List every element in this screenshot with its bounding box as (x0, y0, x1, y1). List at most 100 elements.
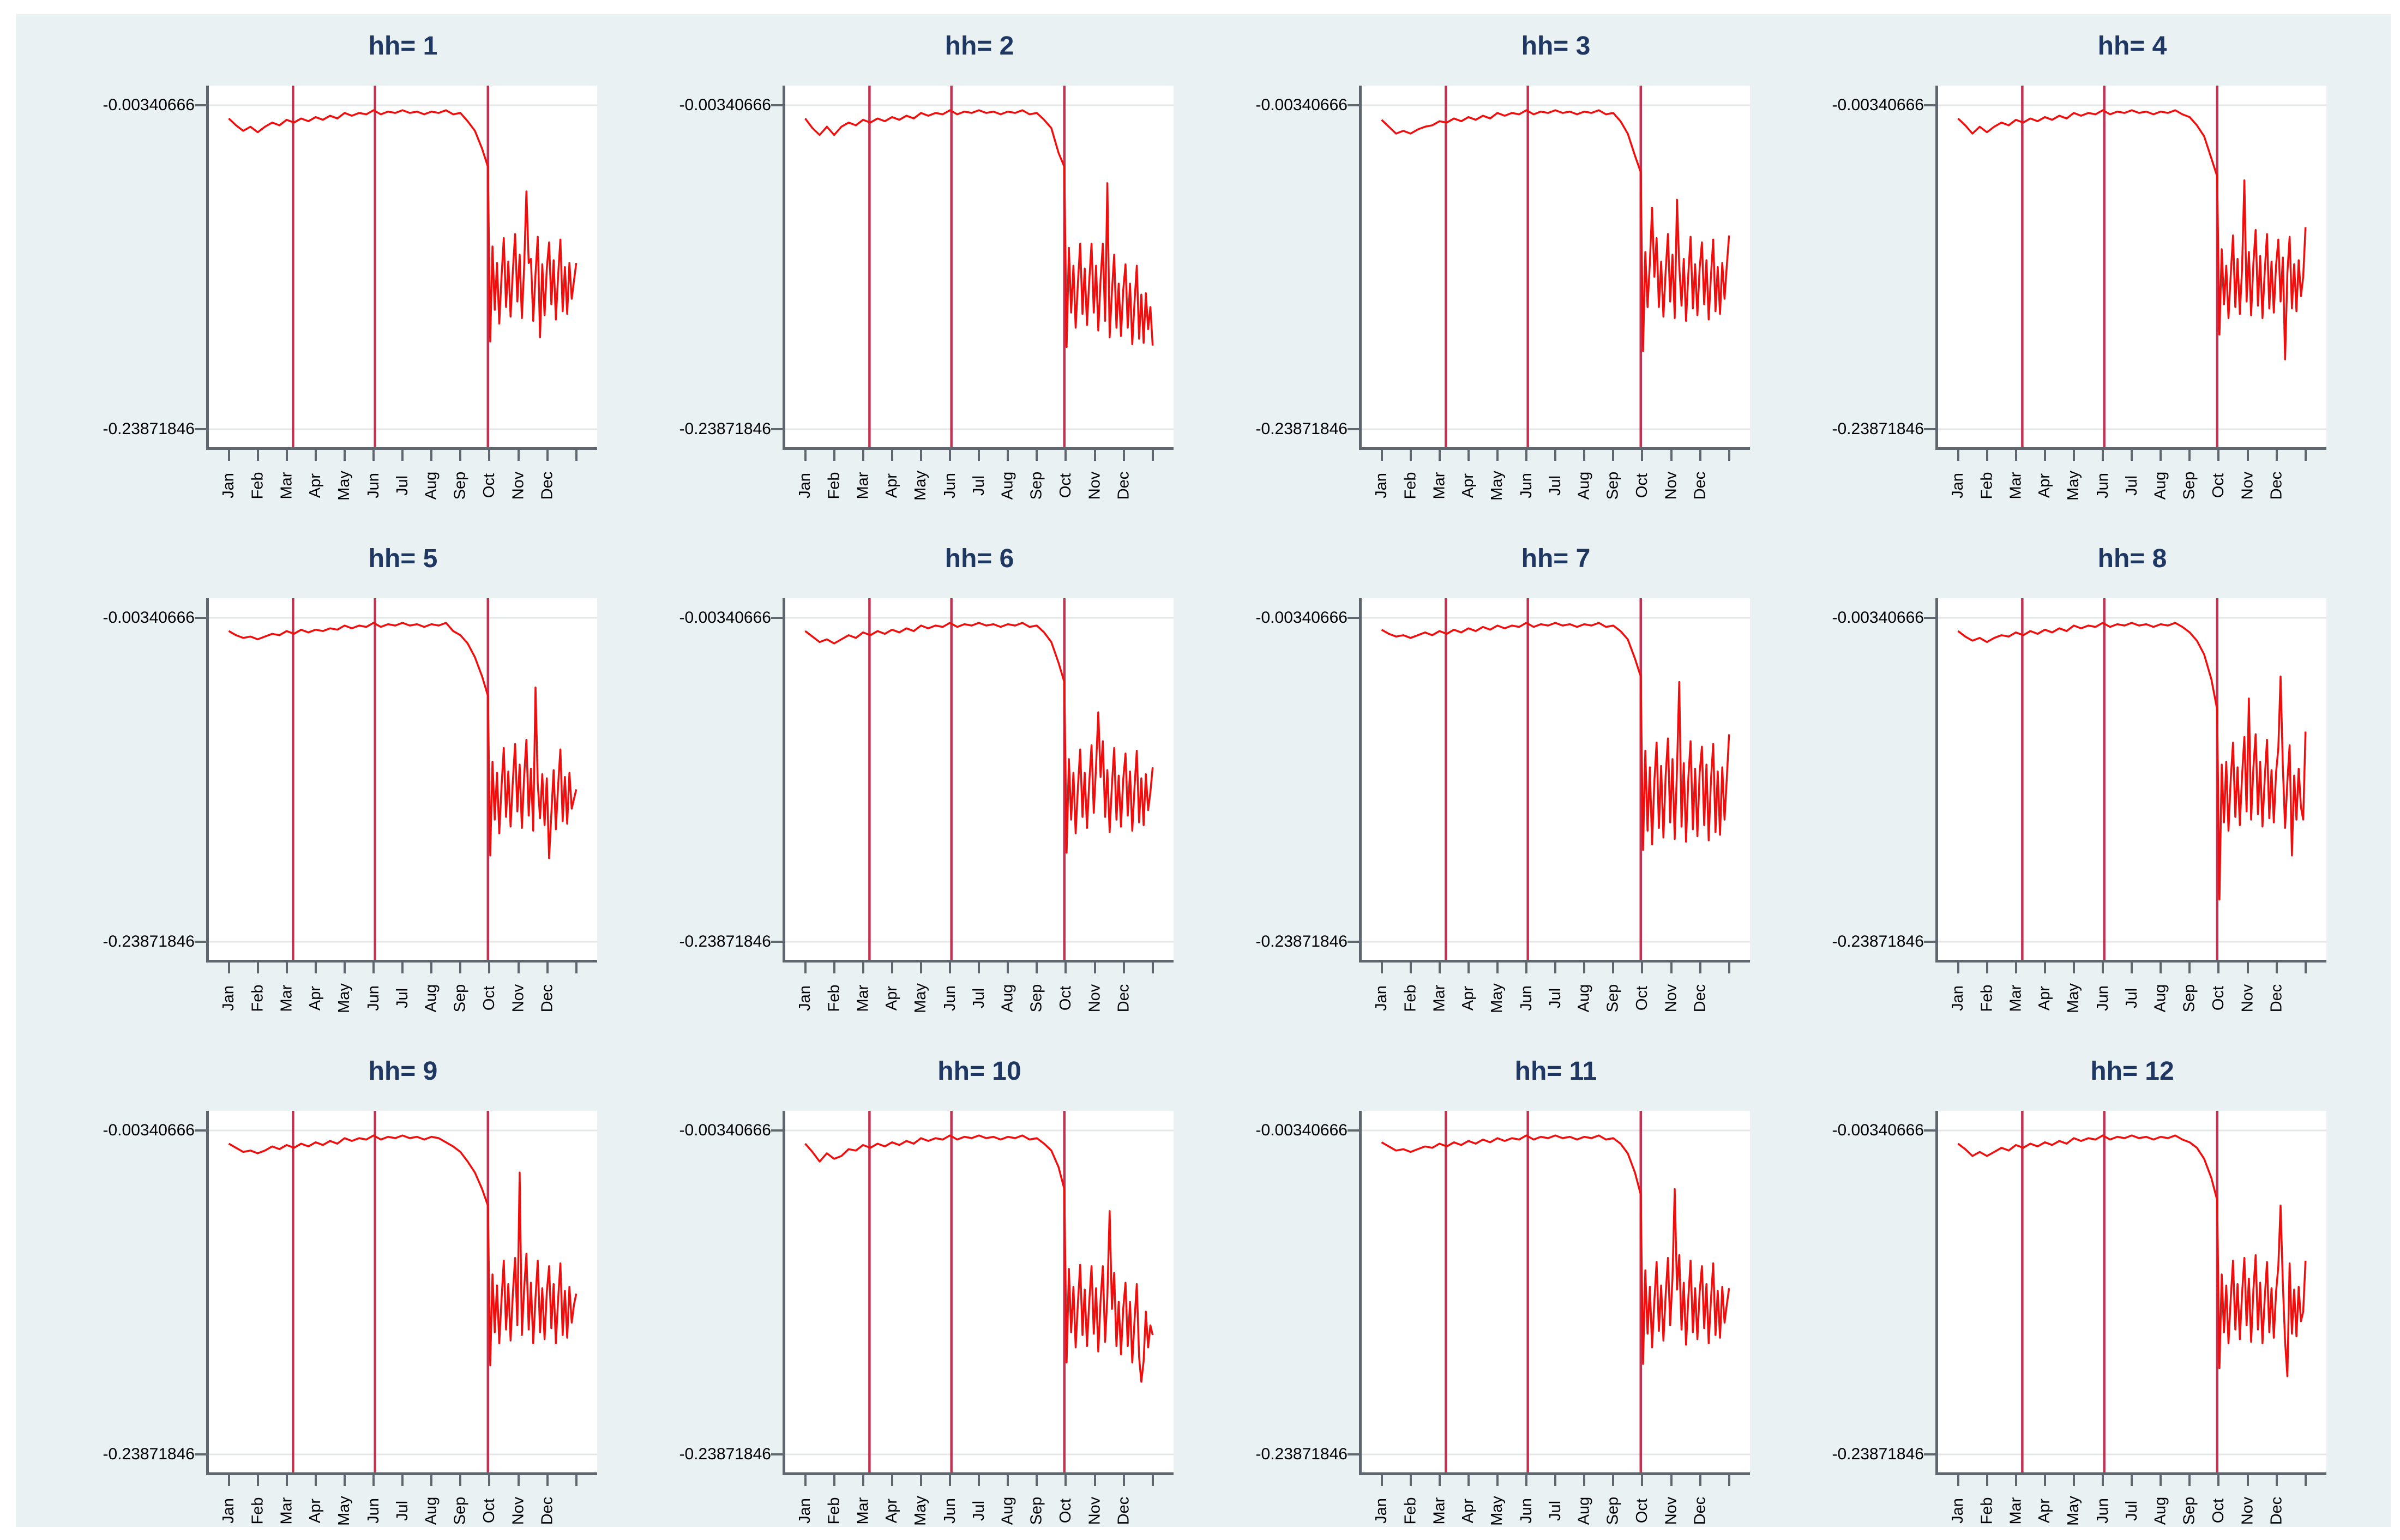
month-label-text: Dec (1691, 984, 1709, 1012)
y-axis-tick (1348, 104, 1359, 106)
axis-line-y (206, 86, 209, 450)
series-line (228, 622, 578, 859)
month-label: Dec (1676, 1486, 1725, 1535)
x-axis-tick (1151, 962, 1154, 973)
plot-area (1938, 598, 2326, 960)
y-axis-tick (195, 1129, 206, 1132)
series-line (1381, 109, 1730, 352)
y-axis-tick (1348, 428, 1359, 430)
y-axis-tick (771, 1129, 783, 1132)
x-axis-tick (978, 962, 981, 973)
y-axis-label-top: -0.00340666 (1832, 96, 1924, 114)
x-axis-tick (1438, 450, 1441, 461)
x-axis-tick (891, 962, 893, 973)
chart-svg (785, 598, 1174, 960)
x-axis-tick (1438, 1475, 1441, 1486)
x-axis-tick (546, 1475, 549, 1486)
axis-line-y (783, 86, 785, 450)
y-axis-label-top: -0.00340666 (103, 96, 195, 114)
axis-line-y (1359, 86, 1362, 450)
x-axis-tick (459, 962, 462, 973)
y-axis-label-bottom: -0.23871846 (1832, 1445, 1924, 1463)
y-axis-tick (771, 104, 783, 106)
subplot-hh-4: hh= 4 -0.00340666 -0.23871846 Jan Feb Mar Apr M… (1832, 32, 2326, 500)
y-axis-tick (1348, 1129, 1359, 1132)
y-axis-label-top: -0.00340666 (1832, 609, 1924, 627)
x-axis-tick (2043, 1475, 2046, 1486)
plot-area (1362, 598, 1750, 960)
chart-svg (1362, 598, 1750, 960)
x-axis-tick (978, 1475, 981, 1486)
x-axis-tick (2304, 450, 2307, 461)
axis-line-x (206, 447, 597, 450)
y-axis-tick (1348, 617, 1359, 619)
x-axis-tick (1064, 450, 1067, 461)
x-axis-tick (2188, 1475, 2191, 1486)
series-line (1957, 622, 2307, 901)
month-label: Dec (523, 1486, 572, 1535)
x-axis-tick (1409, 1475, 1412, 1486)
x-axis-tick (2014, 1475, 2017, 1486)
x-axis-tick (1496, 962, 1499, 973)
plot-area (785, 86, 1174, 447)
axis-line-x (1359, 960, 1750, 962)
chart-title: hh= 10 (937, 1057, 1021, 1086)
x-axis-tick (256, 450, 259, 461)
x-axis-tick (488, 450, 491, 461)
axis-line-x (206, 1472, 597, 1475)
subplot-hh-8: hh= 8 -0.00340666 -0.23871846 Jan Feb Mar Apr M… (1832, 544, 2326, 1013)
x-axis-tick (978, 450, 981, 461)
x-axis-tick (1583, 962, 1586, 973)
subplot-hh-6: hh= 6 -0.00340666 -0.23871846 Jan Feb Mar Apr M… (679, 544, 1174, 1013)
month-label: Dec (1099, 1486, 1148, 1535)
x-axis-tick (891, 1475, 893, 1486)
x-axis-tick (1957, 450, 1959, 461)
x-axis-tick (2275, 962, 2278, 973)
chart-svg (209, 598, 597, 960)
subplot-hh-11: hh= 11 -0.00340666 -0.23871846 Jan Feb Mar Apr… (1256, 1057, 1750, 1525)
plot-area (785, 598, 1174, 960)
x-axis-tick (517, 1475, 520, 1486)
y-axis-tick (195, 617, 206, 619)
x-axis-tick (862, 962, 864, 973)
x-axis-tick (949, 450, 951, 461)
month-label-text: Dec (1691, 471, 1709, 500)
month-label-text: Dec (2267, 984, 2285, 1012)
x-axis-tick (343, 1475, 346, 1486)
x-axis-tick (314, 450, 317, 461)
axis-line-x (1359, 447, 1750, 450)
x-axis-tick (1036, 450, 1038, 461)
x-axis-tick (343, 962, 346, 973)
month-label-text: Dec (538, 1496, 556, 1525)
x-axis-tick (1093, 450, 1096, 461)
x-axis-tick (1093, 962, 1096, 973)
y-axis-tick (1924, 428, 1935, 430)
series-line (804, 109, 1154, 348)
series-line (1381, 1134, 1730, 1365)
x-axis-tick (1986, 450, 1988, 461)
x-axis-tick (372, 962, 375, 973)
series-line (1381, 622, 1730, 851)
x-axis-tick (1496, 1475, 1499, 1486)
x-axis-tick (2160, 962, 2162, 973)
x-axis-tick (575, 962, 578, 973)
x-axis-tick (227, 1475, 230, 1486)
x-axis-tick (2043, 450, 2046, 461)
subplot-hh-10: hh= 10 -0.00340666 -0.23871846 Jan Feb Mar Apr… (679, 1057, 1174, 1525)
x-axis-tick (1986, 1475, 1988, 1486)
y-axis-tick (195, 104, 206, 106)
x-axis-tick (2131, 962, 2133, 973)
x-axis-tick (833, 1475, 835, 1486)
y-axis-tick (195, 941, 206, 943)
x-axis-tick (2217, 1475, 2220, 1486)
x-axis-tick (2131, 1475, 2133, 1486)
chart-title: hh= 1 (368, 32, 438, 61)
x-axis-tick (2304, 962, 2307, 973)
chart-title: hh= 6 (945, 544, 1014, 573)
axis-line-y (783, 1111, 785, 1475)
x-axis-tick (1380, 962, 1383, 973)
x-axis-tick (1151, 1475, 1154, 1486)
x-axis-tick (1670, 1475, 1673, 1486)
x-axis-tick (2246, 962, 2249, 973)
